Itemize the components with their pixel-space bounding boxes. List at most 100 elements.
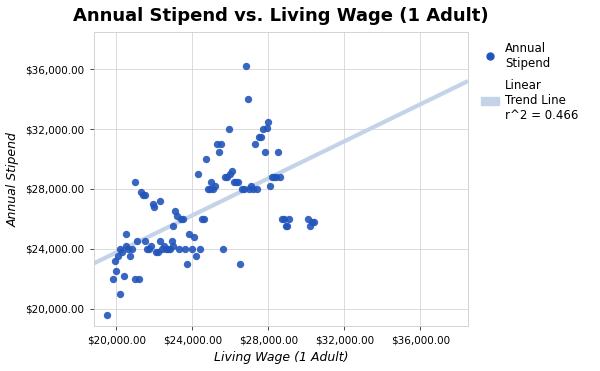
Point [222, 174, 232, 180]
Point [140, 192, 150, 198]
Point [214, 149, 224, 155]
Point [307, 219, 317, 225]
Point [169, 223, 178, 229]
Point [152, 249, 161, 255]
Point [252, 186, 262, 192]
Point [212, 141, 222, 147]
Point [138, 192, 148, 198]
Point [182, 261, 191, 267]
Point [247, 183, 256, 189]
Legend: Annual
Stipend, Linear
Trend Line
r^2 = 0.466: Annual Stipend, Linear Trend Line r^2 = … [478, 38, 582, 125]
Point [237, 186, 247, 192]
Point [148, 201, 157, 207]
Point [273, 149, 283, 155]
Point [277, 216, 287, 222]
Point [169, 243, 178, 249]
Point [248, 186, 258, 192]
Point [201, 156, 211, 162]
Point [224, 126, 233, 132]
Point [161, 246, 170, 252]
Point [218, 246, 227, 252]
Point [226, 171, 235, 177]
Point [199, 216, 209, 222]
Point [206, 178, 216, 184]
Point [241, 63, 250, 69]
Point [172, 213, 182, 219]
Point [209, 186, 218, 192]
Title: Annual Stipend vs. Living Wage (1 Adult): Annual Stipend vs. Living Wage (1 Adult) [73, 7, 488, 25]
Point [258, 126, 268, 132]
Point [193, 171, 203, 177]
Point [102, 312, 112, 318]
Point [149, 204, 159, 210]
Point [239, 186, 248, 192]
Point [266, 183, 275, 189]
X-axis label: Living Wage (1 Adult): Living Wage (1 Adult) [214, 351, 348, 364]
Point [113, 253, 123, 259]
Point [279, 216, 289, 222]
Point [235, 261, 245, 267]
Point [243, 96, 253, 102]
Point [254, 134, 264, 139]
Point [170, 209, 180, 214]
Point [121, 243, 131, 249]
Point [115, 246, 125, 252]
Point [123, 246, 133, 252]
Point [159, 243, 169, 249]
Point [284, 216, 294, 222]
Point [157, 246, 167, 252]
Point [304, 216, 313, 222]
Point [263, 119, 273, 125]
Point [205, 186, 214, 192]
Point [119, 273, 129, 279]
Point [260, 149, 269, 155]
Point [188, 246, 197, 252]
Point [134, 276, 144, 282]
Point [136, 189, 146, 195]
Point [227, 168, 237, 174]
Point [142, 246, 152, 252]
Point [191, 253, 201, 259]
Point [175, 246, 184, 252]
Point [112, 268, 121, 274]
Point [127, 246, 136, 252]
Point [233, 178, 243, 184]
Point [131, 276, 140, 282]
Point [256, 134, 266, 139]
Point [155, 198, 165, 204]
Point [271, 174, 281, 180]
Point [281, 223, 290, 229]
Point [229, 178, 239, 184]
Point [163, 246, 173, 252]
Point [165, 246, 175, 252]
Point [220, 174, 230, 180]
Point [245, 186, 254, 192]
Point [176, 216, 186, 222]
Point [275, 174, 284, 180]
Point [140, 238, 150, 244]
Point [250, 141, 260, 147]
Point [180, 246, 190, 252]
Point [131, 178, 140, 184]
Point [283, 223, 292, 229]
Point [178, 216, 188, 222]
Point [110, 258, 119, 264]
Point [133, 238, 142, 244]
Point [155, 238, 165, 244]
Point [305, 223, 315, 229]
Point [262, 125, 271, 131]
Point [154, 249, 163, 255]
Point [203, 186, 212, 192]
Point [197, 216, 207, 222]
Point [216, 141, 226, 147]
Point [115, 290, 125, 296]
Y-axis label: Annual Stipend: Annual Stipend [7, 132, 20, 227]
Point [118, 249, 127, 255]
Point [309, 219, 319, 225]
Point [108, 276, 118, 282]
Point [232, 178, 241, 184]
Point [146, 243, 155, 249]
Point [184, 231, 193, 237]
Point [195, 246, 205, 252]
Point [190, 234, 199, 240]
